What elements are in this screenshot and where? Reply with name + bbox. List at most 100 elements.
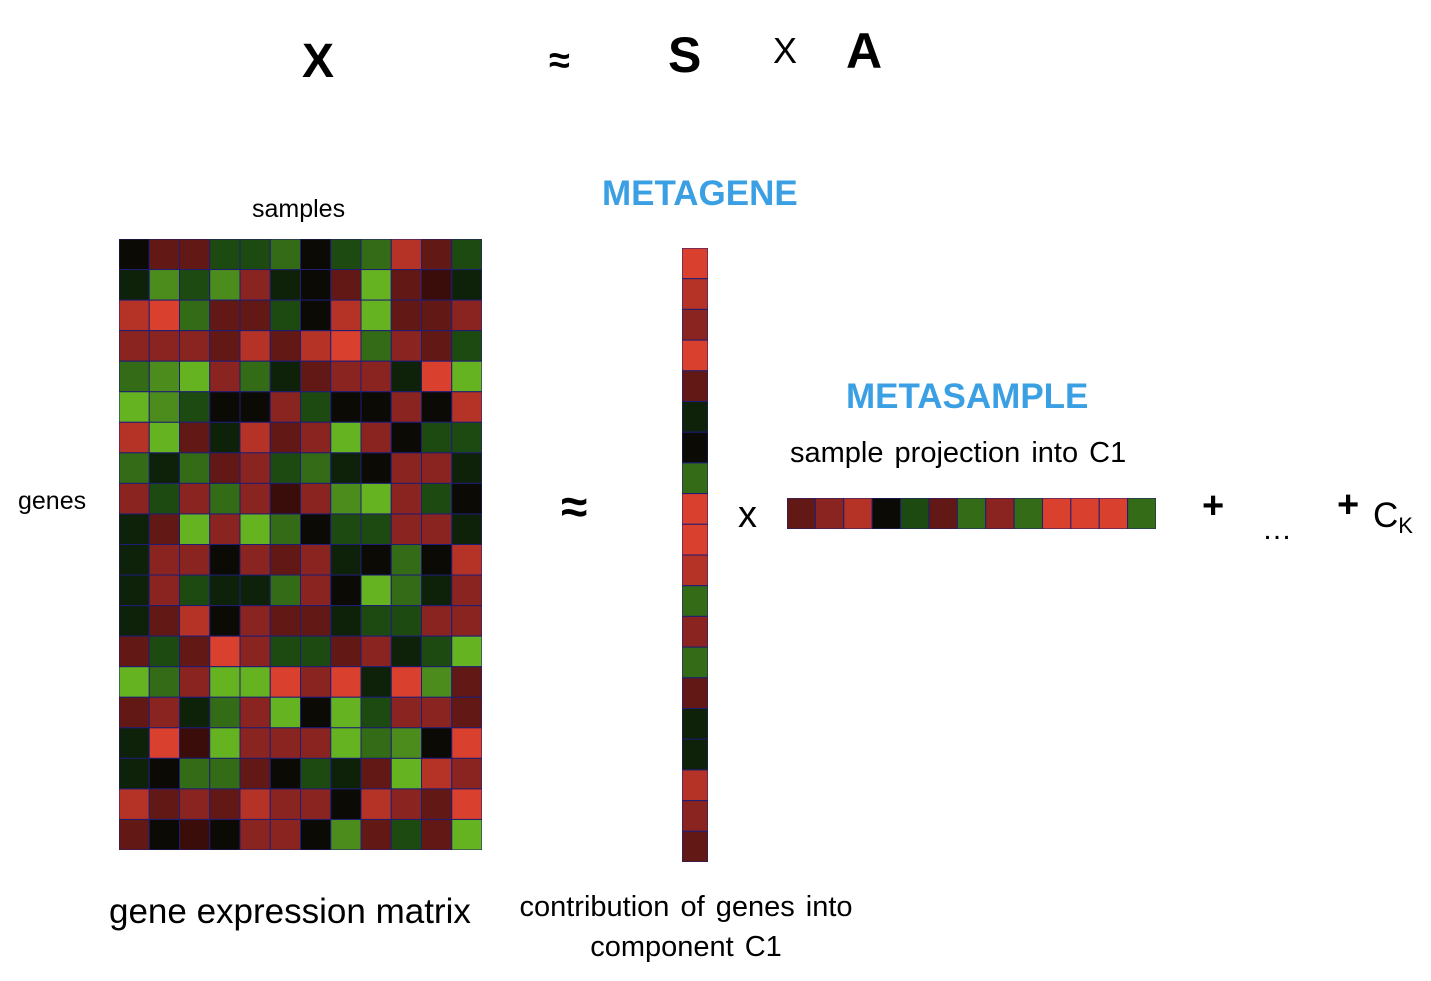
heatmap-cell	[209, 482, 241, 515]
heatmap-cell	[360, 482, 392, 515]
heatmap-cell	[330, 818, 362, 850]
heatmap-cell	[360, 818, 392, 850]
plus-operator-1: +	[1202, 485, 1225, 527]
metasample-cell	[1098, 498, 1129, 529]
heatmap-cell	[179, 330, 211, 362]
heatmap-cell	[390, 482, 422, 515]
component-ck-letter: C	[1373, 496, 1399, 535]
heatmap-cell	[300, 421, 332, 454]
heatmap-cell	[239, 299, 271, 332]
heatmap-cell	[239, 513, 271, 546]
heatmap-cell	[119, 727, 150, 759]
heatmap-cell	[269, 605, 301, 637]
heatmap-cell	[148, 513, 180, 546]
heatmap-cell	[300, 360, 332, 393]
heatmap-cell	[209, 635, 241, 668]
heatmap-cell	[390, 757, 422, 790]
heatmap-cell	[209, 330, 241, 362]
heatmap-cell	[179, 696, 211, 729]
heatmap-cell	[330, 635, 362, 668]
heatmap-cell	[239, 666, 271, 698]
matrix-caption: gene expression matrix	[109, 892, 471, 931]
heatmap-cell	[269, 269, 301, 301]
metagene-cell	[682, 431, 708, 464]
heatmap-cell	[360, 513, 392, 546]
samples-axis-label: samples	[252, 195, 346, 223]
heatmap-cell	[209, 574, 241, 607]
heatmap-cell	[269, 727, 301, 759]
heatmap-cell	[179, 421, 211, 454]
metagene-cell	[682, 738, 708, 771]
heatmap-cell	[300, 574, 332, 607]
metasample-cell	[814, 498, 845, 529]
heatmap-cell	[390, 513, 422, 546]
heatmap-cell	[119, 391, 150, 423]
heatmap-cell	[179, 757, 211, 790]
heatmap-cell	[421, 421, 453, 454]
heatmap-cell	[300, 299, 332, 332]
heatmap-cell	[269, 544, 301, 576]
heatmap-cell	[451, 239, 482, 271]
heatmap-cell	[269, 574, 301, 607]
heatmap-cell	[421, 299, 453, 332]
heatmap-cell	[239, 421, 271, 454]
heatmap-cell	[148, 696, 180, 729]
heatmap-cell	[360, 391, 392, 423]
heatmap-cell	[119, 788, 150, 820]
heatmap-cell	[390, 452, 422, 484]
heatmap-cell	[179, 635, 211, 668]
heatmap-cell	[451, 788, 482, 820]
heatmap-cell	[360, 360, 392, 393]
heatmap-cell	[451, 421, 482, 454]
heatmap-cell	[148, 269, 180, 301]
heatmap-cell	[390, 788, 422, 820]
heatmap-cell	[239, 696, 271, 729]
metagene-cell	[682, 708, 708, 740]
metasample-title: METASAMPLE	[846, 377, 1089, 416]
heatmap-cell	[421, 696, 453, 729]
metagene-cell	[682, 769, 708, 802]
heatmap-cell	[451, 727, 482, 759]
heatmap-cell	[269, 452, 301, 484]
heatmap-cell	[421, 757, 453, 790]
heatmap-cell	[209, 269, 241, 301]
heatmap-cell	[239, 452, 271, 484]
heatmap-cell	[269, 360, 301, 393]
heatmap-cell	[451, 757, 482, 790]
heatmap-cell	[179, 391, 211, 423]
heatmap-cell	[300, 727, 332, 759]
heatmap-cell	[119, 605, 150, 637]
metasample-subtitle: sample projection into C1	[790, 437, 1127, 469]
heatmap-cell	[421, 513, 453, 546]
equation-x-symbol: X	[302, 35, 335, 88]
heatmap-cell	[421, 666, 453, 698]
heatmap-cell	[119, 757, 150, 790]
heatmap-cell	[360, 605, 392, 637]
metagene-cell	[682, 278, 708, 310]
heatmap-cell	[421, 544, 453, 576]
heatmap-cell	[179, 513, 211, 546]
times-operator: x	[738, 494, 757, 536]
heatmap-cell	[119, 360, 150, 393]
heatmap-cell	[209, 452, 241, 484]
heatmap-cell	[451, 666, 482, 698]
genes-axis-label: genes	[18, 487, 87, 515]
heatmap-cell	[269, 788, 301, 820]
heatmap-cell	[209, 299, 241, 332]
heatmap-cell	[119, 482, 150, 515]
heatmap-cell	[360, 757, 392, 790]
heatmap-cell	[360, 544, 392, 576]
metasample-cell	[956, 498, 987, 529]
heatmap-cell	[269, 513, 301, 546]
metagene-cell	[682, 308, 708, 341]
metagene-caption: contribution of genes into component C1	[519, 891, 853, 963]
heatmap-cell	[421, 391, 453, 423]
metagene-cell	[682, 615, 708, 648]
heatmap-cell	[451, 330, 482, 362]
heatmap-cell	[390, 421, 422, 454]
heatmap-cell	[451, 544, 482, 576]
heatmap-cell	[148, 635, 180, 668]
metasample-cell	[985, 498, 1015, 529]
heatmap-cell	[360, 299, 392, 332]
heatmap-cell	[451, 391, 482, 423]
